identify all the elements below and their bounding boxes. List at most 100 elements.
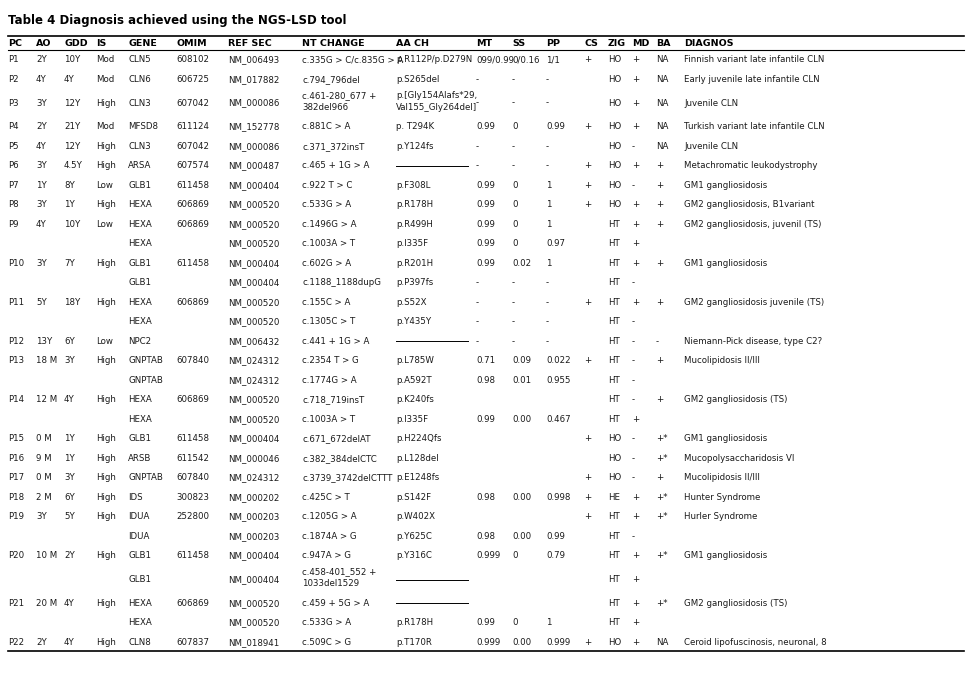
- Text: 607840: 607840: [176, 356, 209, 365]
- Text: 611458: 611458: [176, 259, 209, 267]
- Text: c.458-401_552 +
1033del1529: c.458-401_552 + 1033del1529: [302, 568, 376, 588]
- Text: CLN3: CLN3: [128, 142, 151, 150]
- Text: +: +: [632, 161, 640, 170]
- Text: 0.71: 0.71: [476, 356, 495, 365]
- Text: c.382_384delCTC: c.382_384delCTC: [302, 453, 377, 463]
- Text: c.671_672delAT: c.671_672delAT: [302, 434, 370, 443]
- Text: CLN6: CLN6: [128, 75, 151, 83]
- Text: HT: HT: [608, 239, 620, 248]
- Text: 0: 0: [512, 122, 517, 131]
- Text: NM_024312: NM_024312: [228, 356, 279, 365]
- Text: 0.00: 0.00: [512, 637, 531, 647]
- Text: HT: HT: [608, 415, 620, 424]
- Text: +: +: [632, 55, 640, 64]
- Text: 0.01: 0.01: [512, 376, 531, 384]
- Text: p.A592T: p.A592T: [396, 376, 432, 384]
- Text: P11: P11: [8, 298, 24, 306]
- Text: -: -: [476, 75, 479, 83]
- Text: 1: 1: [546, 200, 551, 209]
- Text: HEXA: HEXA: [128, 239, 152, 248]
- Text: 0.97: 0.97: [546, 239, 565, 248]
- Text: 608102: 608102: [176, 55, 209, 64]
- Text: CS: CS: [584, 38, 598, 47]
- Text: NA: NA: [656, 637, 669, 647]
- Text: HEXA: HEXA: [128, 200, 152, 209]
- Text: 0: 0: [512, 181, 517, 189]
- Text: 607837: 607837: [176, 637, 209, 647]
- Text: 3Y: 3Y: [36, 161, 47, 170]
- Text: p.R178H: p.R178H: [396, 200, 434, 209]
- Text: SS: SS: [512, 38, 525, 47]
- Text: c.1305C > T: c.1305C > T: [302, 317, 355, 326]
- Text: HEXA: HEXA: [128, 298, 152, 306]
- Text: c.1188_1188dupG: c.1188_1188dupG: [302, 278, 381, 287]
- Text: NM_000404: NM_000404: [228, 551, 279, 560]
- Text: 300823: 300823: [176, 492, 209, 502]
- Text: +: +: [656, 161, 663, 170]
- Text: HEXA: HEXA: [128, 317, 152, 326]
- Text: 0.999: 0.999: [476, 637, 501, 647]
- Text: 3Y: 3Y: [36, 200, 47, 209]
- Text: 4Y: 4Y: [64, 598, 75, 608]
- Text: 2Y: 2Y: [64, 551, 75, 560]
- Text: -: -: [512, 278, 515, 287]
- Text: 606869: 606869: [176, 200, 209, 209]
- Text: 0.022: 0.022: [546, 356, 571, 365]
- Text: p.T170R: p.T170R: [396, 637, 432, 647]
- Text: +: +: [632, 298, 640, 306]
- Text: HEXA: HEXA: [128, 415, 152, 424]
- Text: P16: P16: [8, 453, 24, 463]
- Text: P3: P3: [8, 98, 18, 107]
- Text: +: +: [632, 551, 640, 560]
- Text: 7Y: 7Y: [64, 259, 75, 267]
- Text: +: +: [584, 181, 591, 189]
- Text: High: High: [96, 512, 116, 521]
- Text: GNPTAB: GNPTAB: [128, 356, 163, 365]
- Text: +: +: [584, 55, 591, 64]
- Text: p.W402X: p.W402X: [396, 512, 435, 521]
- Text: +: +: [632, 492, 640, 502]
- Text: +: +: [632, 122, 640, 131]
- Text: 606725: 606725: [176, 75, 209, 83]
- Text: c.881C > A: c.881C > A: [302, 122, 350, 131]
- Text: HO: HO: [608, 434, 621, 443]
- Text: 4Y: 4Y: [64, 637, 75, 647]
- Text: 0.999: 0.999: [476, 551, 501, 560]
- Text: 8Y: 8Y: [64, 181, 75, 189]
- Text: +: +: [584, 434, 591, 443]
- Text: 3Y: 3Y: [64, 473, 75, 482]
- Text: 1Y: 1Y: [36, 181, 47, 189]
- Text: 0.99: 0.99: [546, 531, 565, 541]
- Text: +: +: [584, 298, 591, 306]
- Text: c.533G > A: c.533G > A: [302, 618, 351, 627]
- Text: 0.98: 0.98: [476, 531, 495, 541]
- Text: NA: NA: [656, 122, 669, 131]
- Text: P1: P1: [8, 55, 18, 64]
- Text: 5Y: 5Y: [36, 298, 47, 306]
- Text: HT: HT: [608, 395, 620, 404]
- Text: p.R201H: p.R201H: [396, 259, 434, 267]
- Text: +: +: [632, 598, 640, 608]
- Text: 0.99: 0.99: [476, 415, 495, 424]
- Text: -: -: [512, 337, 515, 345]
- Text: NPC2: NPC2: [128, 337, 151, 345]
- Text: HO: HO: [608, 473, 621, 482]
- Text: 0.99: 0.99: [476, 618, 495, 627]
- Text: 12Y: 12Y: [64, 98, 81, 107]
- Text: 10Y: 10Y: [64, 55, 81, 64]
- Text: +: +: [584, 161, 591, 170]
- Text: 611458: 611458: [176, 434, 209, 443]
- Text: p.F308L: p.F308L: [396, 181, 431, 189]
- Text: High: High: [96, 161, 116, 170]
- Text: Table 4 Diagnosis achieved using the NGS-LSD tool: Table 4 Diagnosis achieved using the NGS…: [8, 14, 346, 27]
- Text: P19: P19: [8, 512, 24, 521]
- Text: ARSB: ARSB: [128, 453, 152, 463]
- Text: 0.998: 0.998: [546, 492, 571, 502]
- Text: GM2 gangliosidosis (TS): GM2 gangliosidosis (TS): [684, 395, 787, 404]
- Text: High: High: [96, 492, 116, 502]
- Text: -: -: [512, 142, 515, 150]
- Text: 4Y: 4Y: [36, 75, 47, 83]
- Text: 611542: 611542: [176, 453, 209, 463]
- Text: -: -: [476, 298, 479, 306]
- Text: NA: NA: [656, 98, 669, 107]
